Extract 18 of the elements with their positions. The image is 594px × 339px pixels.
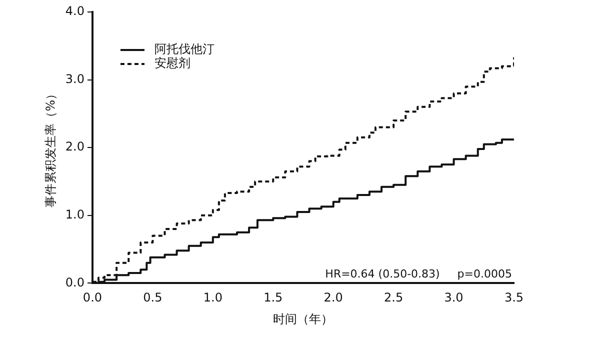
x-tick-label: 2.0 [324, 290, 343, 305]
y-tick-label: 1.0 [65, 208, 84, 222]
x-tick-label: 2.5 [384, 290, 404, 305]
y-axis-title: 事件累积发生率（%） [43, 88, 58, 208]
x-tick-label: 1.0 [203, 290, 222, 305]
y-tick-label: 2.0 [65, 140, 84, 154]
x-tick-label: 3.0 [444, 290, 464, 305]
y-tick-label: 3.0 [65, 72, 84, 86]
annotation: HR=0.64 (0.50-0.83) p=0.0005 [325, 268, 512, 281]
x-axis-title: 时间（年） [273, 312, 334, 326]
y-tick-label: 4.0 [65, 4, 84, 18]
x-tick-label: 0.0 [82, 290, 102, 305]
x-tick-label: 1.5 [264, 290, 283, 305]
x-tick-label: 3.5 [504, 290, 524, 305]
legend-label: 安慰剂 [154, 56, 190, 70]
legend-label: 阿托伐他汀 [154, 42, 214, 56]
x-tick-label: 0.5 [143, 290, 162, 305]
y-tick-label: 0.0 [65, 275, 84, 290]
